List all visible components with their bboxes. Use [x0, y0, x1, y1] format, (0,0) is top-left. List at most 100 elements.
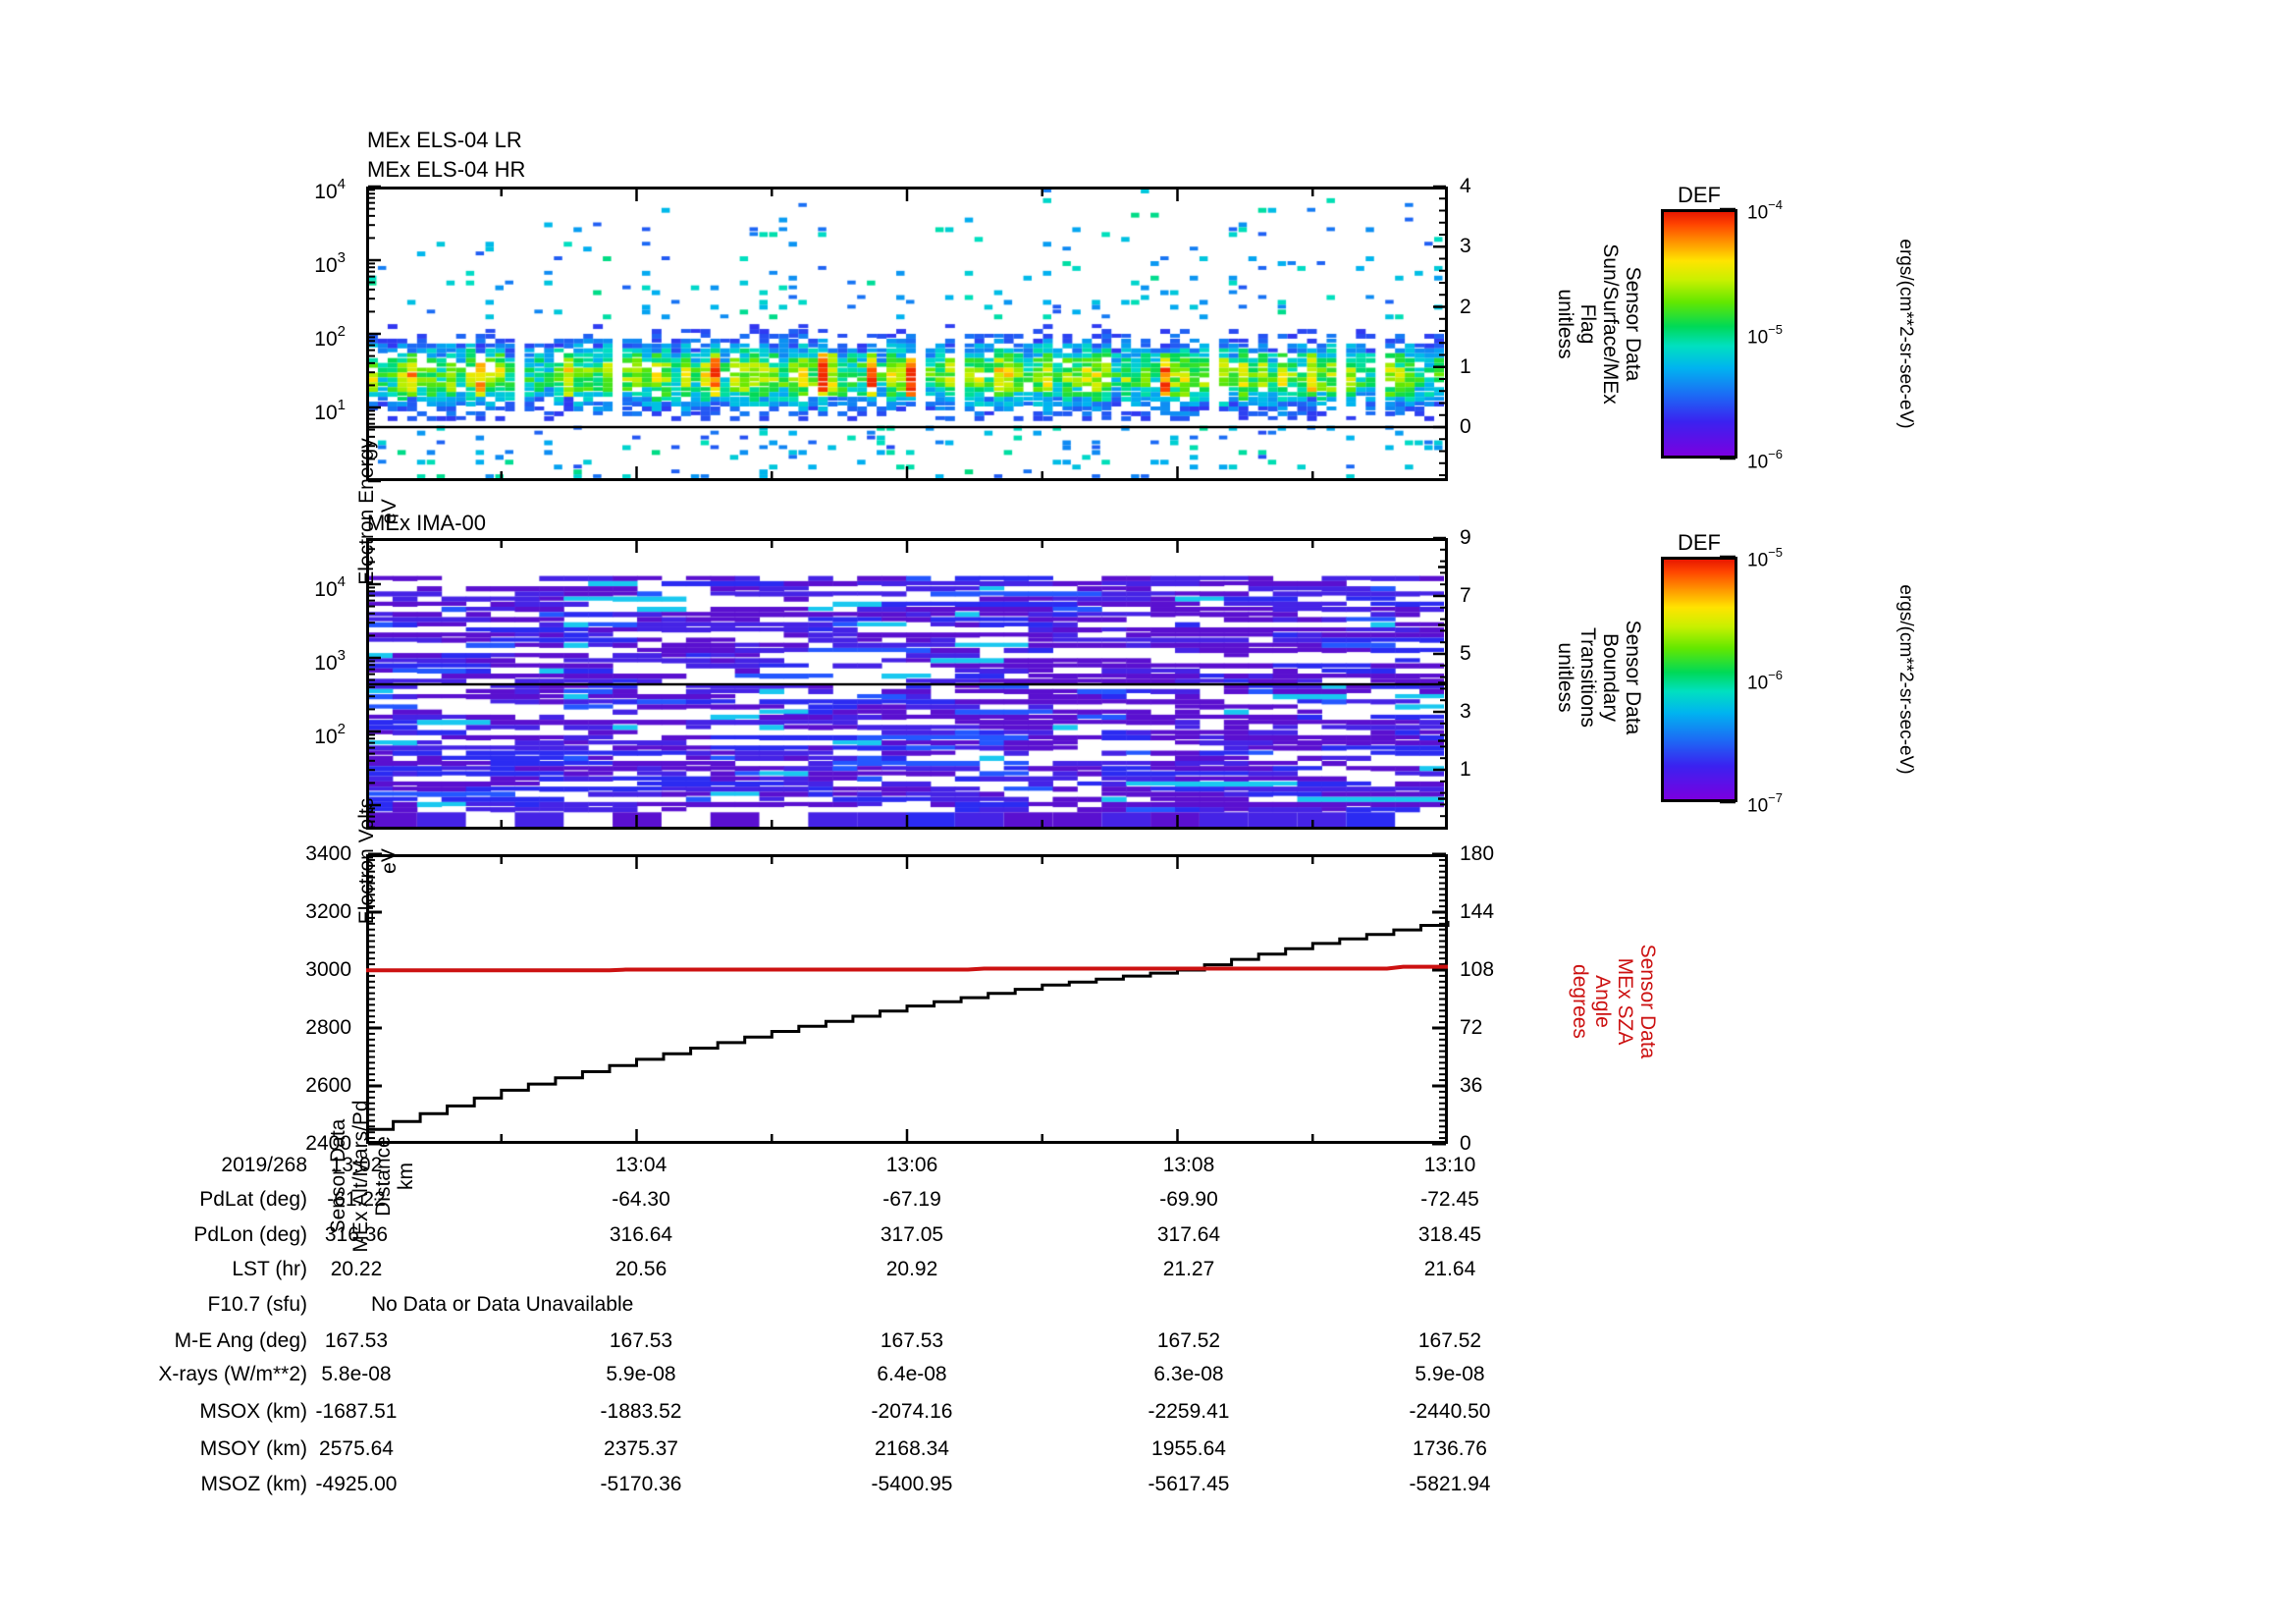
table-cell: 316.36: [324, 1223, 389, 1246]
table-cell: -1687.51: [315, 1400, 398, 1423]
els-flag-tick-label: 3: [1460, 235, 1471, 258]
table-cell: 21.64: [1423, 1258, 1476, 1280]
table-cell: 316.64: [609, 1223, 673, 1246]
table-row-label: MSOY (km): [199, 1437, 307, 1460]
els-flag-tick-label: 0: [1460, 415, 1471, 438]
ima-boundary-tick-label: 1: [1460, 758, 1471, 781]
table-row-label: M-E Ang (deg): [174, 1329, 307, 1352]
table-cell: -1883.52: [600, 1400, 682, 1423]
alt-km-tick-label: 2800: [305, 1016, 351, 1039]
ima-spectrogram-canvas: [368, 540, 1444, 828]
table-cell: 5.8e-08: [321, 1363, 392, 1385]
sza-deg-tick-label: 36: [1460, 1074, 1483, 1097]
table-cell: 317.05: [880, 1223, 944, 1246]
table-cell: 167.53: [880, 1329, 944, 1352]
sza-deg-tick-label: 0: [1460, 1132, 1471, 1155]
ima-y-tick-label: 103: [314, 647, 346, 675]
ima-boundary-tick-label: 9: [1460, 526, 1471, 549]
table-cell: 318.45: [1417, 1223, 1482, 1246]
table-cell: 6.4e-08: [877, 1363, 947, 1385]
table-cell: 5.9e-08: [606, 1363, 676, 1385]
ima-y-axis-label: Electron Volts eV: [355, 797, 400, 925]
ima-colorbar-tick-label: 10−7: [1747, 790, 1783, 817]
els-flag-tick-label: 4: [1460, 175, 1471, 197]
table-cell: 13:04: [614, 1154, 667, 1176]
table-cell: 13:06: [885, 1154, 938, 1176]
table-row-label: PdLat (deg): [199, 1188, 307, 1211]
els-panel-title: MEx ELS-04 LR MEx ELS-04 HR: [367, 128, 526, 182]
table-cell: 1955.64: [1151, 1437, 1226, 1460]
table-row-label: F10.7 (sfu): [207, 1293, 307, 1316]
els-colorbar: [1661, 209, 1737, 459]
alt-km-tick-label: 3200: [305, 900, 351, 923]
table-cell: 13:02: [330, 1154, 383, 1176]
sza-deg-tick-label: 144: [1460, 900, 1495, 923]
table-cell: -4925.00: [315, 1473, 398, 1495]
table-cell: -5170.36: [600, 1473, 682, 1495]
table-row-label: MSOZ (km): [200, 1473, 307, 1495]
els-colorbar-tick-label: 10−6: [1747, 447, 1783, 473]
table-cell: -69.90: [1159, 1188, 1218, 1211]
els-y-axis-label: Electron Energy eV: [355, 438, 400, 585]
table-cell: 167.52: [1156, 1329, 1221, 1352]
alt-km-tick-label: 2600: [305, 1074, 351, 1097]
ima-right-axis-label: Sensor Data Boundary Transitions unitles…: [1554, 620, 1644, 735]
table-cell: 317.64: [1156, 1223, 1221, 1246]
table-cell: 20.56: [614, 1258, 667, 1280]
ima-boundary-tick-label: 5: [1460, 642, 1471, 665]
table-cell: -5821.94: [1409, 1473, 1491, 1495]
els-colorbar-unit: ergs/(cm**2-sr-sec-eV): [1896, 239, 1916, 429]
table-cell: 20.22: [330, 1258, 383, 1280]
els-flag-tick-label: 1: [1460, 354, 1471, 378]
table-row-label: X-rays (W/m**2): [158, 1363, 307, 1385]
table-row-label: 2019/268: [221, 1154, 307, 1176]
els-y-tick-label: 103: [314, 249, 346, 277]
table-cell: -67.19: [882, 1188, 941, 1211]
ima-panel-title: MEx IMA-00: [367, 511, 487, 535]
table-cell: -2259.41: [1148, 1400, 1230, 1423]
els-colorbar-tick-label: 10−5: [1747, 322, 1783, 349]
els-y-tick-label: 102: [314, 323, 346, 351]
ima-colorbar: [1661, 557, 1737, 802]
table-cell: 13:10: [1423, 1154, 1476, 1176]
table-cell: -61.22: [327, 1188, 386, 1211]
els-colorbar-tick-label: 10−4: [1747, 197, 1783, 224]
table-cell: 13:08: [1162, 1154, 1215, 1176]
alt-km-tick-label: 3000: [305, 958, 351, 981]
table-cell: -2440.50: [1409, 1400, 1491, 1423]
table-cell: -72.45: [1420, 1188, 1479, 1211]
table-cell: 6.3e-08: [1153, 1363, 1224, 1385]
els-right-axis-label: Sensor Data Sun/Surface/MEx Flag unitles…: [1554, 243, 1644, 405]
table-cell: -2074.16: [871, 1400, 953, 1423]
els-flag-tick-label: 2: [1460, 295, 1471, 318]
ima-y-tick-label: 104: [314, 573, 346, 601]
table-cell: 2375.37: [604, 1437, 678, 1460]
alt-km-tick-label: 2400: [305, 1132, 351, 1155]
els-colorbar-title: DEF: [1678, 183, 1721, 207]
table-row-label: PdLon (deg): [193, 1223, 307, 1246]
table-cell: 21.27: [1162, 1258, 1215, 1280]
table-span-text: No Data or Data Unavailable: [371, 1293, 634, 1316]
ima-colorbar-unit: ergs/(cm**2-sr-sec-eV): [1896, 584, 1916, 775]
table-cell: 20.92: [885, 1258, 938, 1280]
ima-colorbar-title: DEF: [1678, 530, 1721, 555]
sza-right-axis-label: Sensor Data MEx SZA Angle degrees: [1569, 944, 1659, 1059]
table-cell: -5400.95: [871, 1473, 953, 1495]
table-cell: -5617.45: [1148, 1473, 1230, 1495]
els-y-tick-label: 101: [314, 397, 346, 424]
table-cell: 167.53: [609, 1329, 673, 1352]
els-spectrogram-canvas: [368, 189, 1444, 479]
table-cell: 2575.64: [319, 1437, 394, 1460]
ima-colorbar-tick-label: 10−5: [1747, 545, 1783, 571]
alt-km-tick-label: 3400: [305, 842, 351, 865]
table-row-label: MSOX (km): [199, 1400, 307, 1423]
table-cell: 167.52: [1417, 1329, 1482, 1352]
ima-y-tick-label: 102: [314, 721, 346, 748]
table-cell: -64.30: [612, 1188, 670, 1211]
sza-deg-tick-label: 180: [1460, 842, 1495, 865]
table-cell: 2168.34: [875, 1437, 949, 1460]
table-row-label: LST (hr): [232, 1258, 307, 1280]
ima-boundary-tick-label: 3: [1460, 700, 1471, 723]
table-cell: 5.9e-08: [1415, 1363, 1485, 1385]
